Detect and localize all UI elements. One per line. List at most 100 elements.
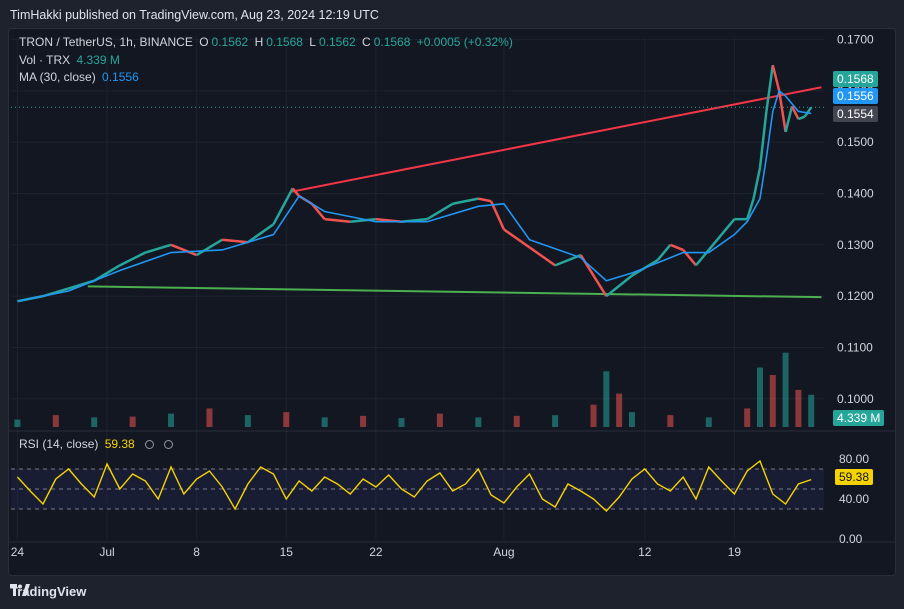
eye-off-icon[interactable] (145, 440, 155, 449)
rsi-label[interactable]: RSI (14, close) (19, 437, 99, 451)
time-tick-label: 19 (728, 545, 742, 559)
price-segment (478, 197, 492, 203)
price-segment (426, 202, 454, 221)
ma-label[interactable]: MA (30, close) (19, 70, 96, 84)
prev-price-tag: 0.1554 (833, 106, 878, 122)
low-label: L (309, 35, 316, 49)
rsi-band-fill (11, 469, 824, 509)
price-segment (170, 243, 198, 257)
rsi-tick-label: 0.00 (839, 532, 863, 546)
axes: 0.17000.16000.15000.14000.13000.12000.11… (11, 33, 874, 559)
volume-bar (244, 415, 251, 427)
price-segment (145, 243, 172, 254)
price-segment (790, 105, 800, 120)
price-segment (784, 105, 794, 133)
eye-off-icon-2[interactable] (164, 440, 174, 449)
volume-tag: 4.339 M (833, 410, 885, 426)
price-tick-label: 0.1200 (837, 289, 874, 303)
price-segment (350, 217, 377, 223)
open-label: O (199, 35, 209, 49)
support-trendline (87, 285, 822, 299)
rsi-tag: 59.38 (835, 469, 874, 485)
volume-bar (168, 413, 175, 427)
price-segment (272, 187, 294, 225)
rsi-tick-label: 80.00 (839, 452, 869, 466)
brand-name: TradingView (10, 584, 87, 599)
change-value: +0.0005 (+0.32%) (416, 35, 513, 49)
price-segment (503, 228, 531, 249)
price-tick-label: 0.1300 (837, 238, 874, 252)
chart-frame[interactable]: 0.17000.16000.15000.14000.13000.12000.11… (8, 28, 896, 576)
ma-value: 0.1556 (102, 70, 139, 84)
rsi-pane (11, 459, 824, 512)
close-value: 0.1568 (373, 35, 411, 49)
chart-canvas[interactable]: 0.17000.16000.15000.14000.13000.12000.11… (9, 29, 895, 575)
price-segment (803, 106, 813, 118)
price-segment (797, 115, 806, 121)
volume-bar (769, 375, 776, 427)
volume-bar (475, 417, 482, 427)
symbol-label[interactable]: TRON / TetherUS, 1h, BINANCE (19, 35, 193, 49)
price-segment (119, 251, 146, 267)
price-series (11, 64, 824, 303)
trendlines[interactable] (87, 86, 822, 299)
price-segment (196, 238, 223, 257)
price-segment (720, 218, 736, 236)
volume-bar (744, 408, 751, 427)
price-tick-label: 0.1500 (837, 135, 874, 149)
price-segment (310, 202, 326, 220)
price-segment (489, 200, 506, 230)
price-segment (291, 187, 301, 197)
volume-bar (705, 417, 712, 427)
price-segment (771, 64, 781, 92)
price-segment (745, 198, 755, 220)
rsi-line (16, 459, 812, 512)
volume-bar (808, 394, 815, 427)
close-label: C (362, 35, 371, 49)
volume-bar (513, 415, 520, 427)
publish-header: TimHakki published on TradingView.com, A… (10, 8, 379, 22)
time-tick-label: Jul (99, 545, 114, 559)
tradingview-footer[interactable]: TradingView (10, 584, 86, 599)
price-segment (752, 167, 762, 199)
volume-label[interactable]: Vol · TRX (19, 53, 71, 67)
price-segment (669, 243, 684, 252)
price-segment (528, 246, 556, 267)
low-value: 0.1562 (318, 35, 356, 49)
price-legend: TRON / TetherUS, 1h, BINANCE O 0.1562 H 0.… (19, 35, 516, 49)
price-segment (765, 65, 775, 112)
time-tick-label: 15 (280, 545, 294, 559)
rsi-value: 59.38 (104, 437, 135, 451)
resistance-trendline (289, 86, 822, 193)
price-segment (656, 244, 672, 262)
price-segment (777, 90, 787, 133)
volume-bar (628, 412, 635, 427)
price-segment (605, 274, 633, 298)
volume-bar (129, 416, 136, 427)
volume-bar (14, 419, 21, 427)
price-segment (758, 111, 768, 168)
volume-bar (756, 367, 763, 427)
volume-bar (795, 389, 802, 427)
volume-bar (206, 408, 213, 427)
volume-bar (616, 393, 623, 427)
volume-bar (321, 417, 328, 427)
high-value: 0.1568 (266, 35, 303, 49)
time-tick-label: Aug (493, 545, 514, 559)
price-segment (324, 217, 351, 223)
price-tick-label: 0.1100 (837, 340, 873, 354)
high-label: H (254, 35, 264, 49)
volume-bars (14, 352, 815, 427)
open-value: 0.1562 (211, 35, 249, 49)
volume-legend: Vol · TRX 4.339 M (19, 53, 123, 67)
price-segment (247, 223, 275, 244)
volume-bar (91, 417, 98, 427)
tradingview-logo-icon (10, 584, 30, 596)
ma-line (17, 89, 812, 303)
volume-bar (398, 418, 405, 427)
volume-bar (667, 415, 674, 427)
volume-value: 4.339 M (76, 53, 120, 67)
volume-bar (283, 412, 290, 427)
price-segment (452, 197, 479, 206)
ma-legend: MA (30, close) 0.1556 (19, 70, 142, 84)
